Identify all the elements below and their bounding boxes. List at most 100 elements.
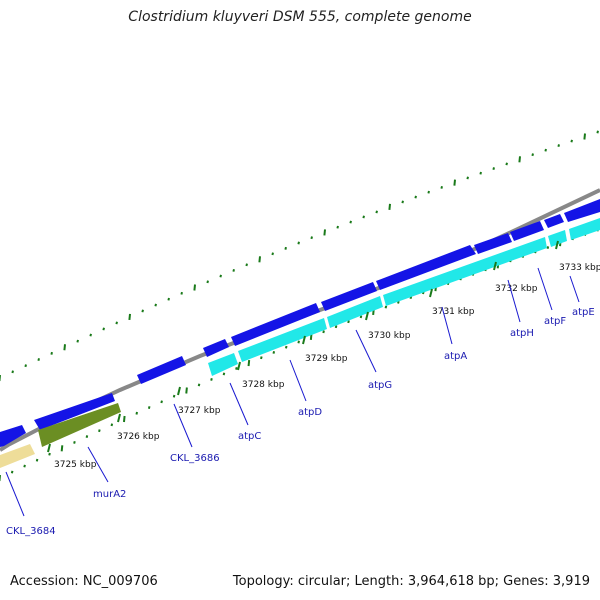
- gc-dot: [492, 167, 495, 170]
- tick-label: 3731 kbp: [432, 307, 475, 317]
- gc-dot: [23, 464, 26, 468]
- gc-dot: [206, 280, 209, 284]
- gene-arrow: [203, 339, 229, 357]
- gc-dot: [135, 411, 139, 415]
- tick-label: 3725 kbp: [54, 460, 97, 470]
- gc-dot: [401, 200, 404, 204]
- gc-dot: [89, 333, 92, 337]
- gc-dot: [570, 139, 573, 143]
- gene-label: atpD: [298, 407, 322, 418]
- tick-label: 3730 kbp: [368, 331, 411, 341]
- tick-label: 3727 kbp: [178, 406, 221, 416]
- gc-dot: [172, 394, 176, 398]
- gc-dot: [359, 315, 363, 319]
- gene-arrow: [548, 230, 567, 247]
- gc-dot: [85, 435, 89, 438]
- gc-dot: [24, 364, 27, 368]
- gc-dot: [310, 236, 313, 240]
- tick-label: 3729 kbp: [305, 354, 348, 364]
- gc-dot: [347, 320, 350, 324]
- gc-dot: [232, 268, 235, 272]
- gc-dot: [197, 383, 201, 387]
- tick-label: 3733 kbp: [559, 263, 600, 273]
- gc-dot: [397, 300, 400, 304]
- gene-arrow: [0, 444, 35, 468]
- gc-dot: [297, 340, 300, 344]
- gc-dot: [63, 344, 66, 351]
- gc-dot: [284, 246, 287, 250]
- gene-arrow: [383, 237, 547, 306]
- gc-dot: [76, 339, 79, 343]
- gc-dot: [596, 130, 599, 134]
- gene-arrow: [34, 393, 115, 430]
- gc-dot: [167, 297, 170, 301]
- gc-dot: [336, 225, 339, 229]
- gc-dot: [414, 195, 417, 199]
- gene-arrow: [137, 356, 186, 384]
- gene-arrow: [0, 425, 26, 447]
- gc-dot: [384, 305, 388, 309]
- gene-arrow: [231, 303, 320, 346]
- gc-dot: [60, 445, 64, 452]
- gc-dot: [35, 458, 39, 462]
- gc-dot: [546, 246, 550, 250]
- gc-dot: [260, 356, 263, 360]
- gc-dot: [193, 284, 196, 291]
- gc-dot: [323, 229, 326, 236]
- gc-dot: [453, 179, 456, 186]
- gc-dot: [362, 215, 365, 219]
- gc-dot: [349, 220, 352, 224]
- gc-dot: [479, 171, 482, 175]
- gc-dot: [544, 148, 547, 152]
- gc-dot: [245, 263, 248, 267]
- gene-label: atpF: [544, 316, 566, 327]
- gc-dot: [219, 274, 222, 278]
- gene-arrow: [321, 282, 377, 311]
- gc-dot: [37, 358, 40, 361]
- gc-dot: [247, 359, 251, 367]
- gene-arrow: [564, 199, 600, 222]
- gc-dot: [154, 303, 157, 307]
- gc-dot: [258, 256, 261, 263]
- gc-dot: [322, 330, 325, 334]
- gc-dot: [147, 406, 151, 409]
- gene-label: atpA: [444, 351, 467, 362]
- gc-dot: [375, 210, 378, 214]
- gc-dot: [102, 327, 105, 331]
- gc-dot: [518, 156, 521, 163]
- gc-dot: [440, 185, 443, 189]
- gc-dot: [11, 370, 14, 374]
- gene-arrow: [510, 221, 544, 241]
- gene-arrow: [38, 403, 121, 447]
- gene-arrow: [238, 318, 327, 362]
- gc-dot: [115, 321, 118, 325]
- gc-dot: [141, 309, 144, 313]
- gene-arrow: [544, 214, 564, 228]
- map-title: Clostridium kluyveri DSM 555, complete g…: [128, 9, 472, 25]
- gene-arrow: [569, 218, 600, 240]
- gc-dot: [128, 313, 131, 321]
- gc-dot: [210, 377, 213, 381]
- gc-dot: [297, 241, 300, 245]
- gc-dot: [583, 133, 586, 140]
- gene-arrow: [208, 353, 238, 376]
- gene-labels: CKL_3684 murA2 CKL_3686 atpC atpD atpG a…: [5, 267, 595, 537]
- gc-dot: [427, 190, 430, 194]
- gene-label: atpH: [510, 328, 534, 339]
- gc-content-dots: [0, 130, 599, 482]
- genome-stats-text: Topology: circular; Length: 3,964,618 bp…: [232, 574, 590, 589]
- gc-dot: [388, 203, 391, 211]
- gene-label: atpG: [368, 380, 392, 391]
- gc-dot: [271, 252, 274, 256]
- gene-arrow: [474, 233, 512, 254]
- gene-arrow: [376, 245, 476, 290]
- gc-dot: [284, 345, 288, 349]
- gc-dot: [10, 470, 14, 474]
- gc-dot: [334, 325, 338, 329]
- gc-dot: [122, 415, 126, 423]
- gc-dot: [531, 153, 534, 157]
- gc-dot: [48, 452, 51, 456]
- tick-label: 3726 kbp: [117, 432, 160, 442]
- tick-label: 3732 kbp: [495, 284, 538, 294]
